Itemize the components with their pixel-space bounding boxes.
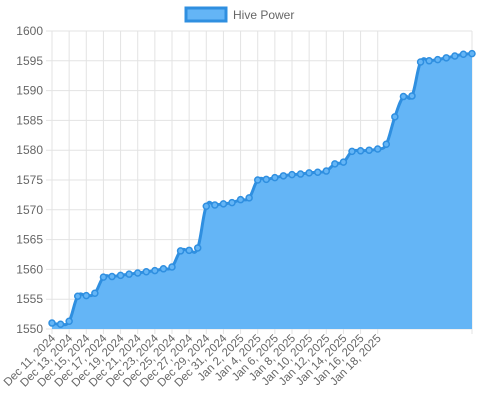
data-point[interactable]	[151, 266, 159, 275]
y-tick-label: 1585	[16, 113, 43, 127]
data-point[interactable]	[73, 292, 82, 300]
data-point[interactable]	[193, 244, 202, 252]
data-point[interactable]	[125, 270, 133, 278]
y-tick-label: 1555	[16, 292, 43, 306]
data-point[interactable]	[433, 55, 442, 64]
data-point[interactable]	[322, 167, 331, 175]
data-point[interactable]	[108, 272, 116, 281]
data-point[interactable]	[382, 140, 391, 148]
data-point[interactable]	[305, 169, 313, 177]
data-point[interactable]	[356, 147, 365, 155]
y-tick-label: 1590	[16, 84, 43, 98]
data-point[interactable]	[253, 176, 262, 184]
y-tick-label: 1575	[16, 173, 43, 187]
y-tick-label: 1600	[16, 24, 43, 38]
legend-swatch[interactable]	[184, 6, 228, 23]
y-tick-label: 1595	[16, 54, 43, 68]
series-area-fill	[52, 53, 472, 329]
data-point[interactable]	[313, 168, 322, 177]
y-axis: 1550 1555 1560 1565 1570 1575 1580 1585 1590 1595…	[16, 24, 43, 336]
legend-label-hive-power[interactable]: Hive Power	[233, 8, 294, 22]
data-point[interactable]	[365, 146, 373, 154]
data-point[interactable]	[91, 289, 99, 297]
data-point[interactable]	[468, 49, 476, 58]
data-point[interactable]	[56, 320, 65, 328]
data-point[interactable]	[399, 92, 408, 101]
data-point[interactable]	[185, 246, 193, 255]
data-point[interactable]	[176, 247, 185, 255]
data-point[interactable]	[262, 175, 271, 184]
data-point[interactable]	[99, 273, 108, 281]
data-point[interactable]	[116, 271, 125, 280]
y-tick-label: 1560	[16, 262, 43, 276]
data-point[interactable]	[391, 113, 399, 121]
data-point[interactable]	[408, 92, 416, 100]
data-point[interactable]	[245, 194, 253, 202]
data-point[interactable]	[459, 50, 468, 58]
y-tick-label: 1580	[16, 143, 43, 157]
data-point[interactable]	[288, 170, 296, 179]
data-point[interactable]	[236, 195, 245, 204]
data-point[interactable]	[211, 201, 219, 209]
y-tick-label: 1550	[16, 322, 43, 336]
data-point[interactable]	[133, 269, 142, 277]
data-point[interactable]	[373, 145, 382, 153]
data-point[interactable]	[202, 202, 211, 210]
legend[interactable]: Hive Power	[184, 6, 294, 23]
data-point[interactable]	[228, 198, 236, 207]
y-tick-label: 1570	[16, 203, 43, 217]
data-point[interactable]	[48, 319, 56, 327]
data-point[interactable]	[279, 172, 288, 180]
plot-area	[48, 49, 476, 329]
data-point[interactable]	[416, 58, 425, 66]
data-point[interactable]	[296, 170, 305, 178]
data-point[interactable]	[168, 263, 176, 271]
data-point[interactable]	[442, 54, 451, 62]
data-point[interactable]	[339, 158, 348, 166]
data-point[interactable]	[142, 268, 151, 276]
y-tick-label: 1565	[16, 233, 43, 247]
data-point[interactable]	[425, 57, 433, 65]
data-point[interactable]	[271, 173, 279, 182]
data-point[interactable]	[451, 52, 459, 60]
data-point[interactable]	[219, 200, 228, 208]
data-point[interactable]	[82, 291, 91, 300]
data-point[interactable]	[348, 147, 356, 156]
data-point[interactable]	[65, 317, 73, 326]
data-point[interactable]	[331, 160, 339, 168]
data-point[interactable]	[159, 265, 168, 273]
